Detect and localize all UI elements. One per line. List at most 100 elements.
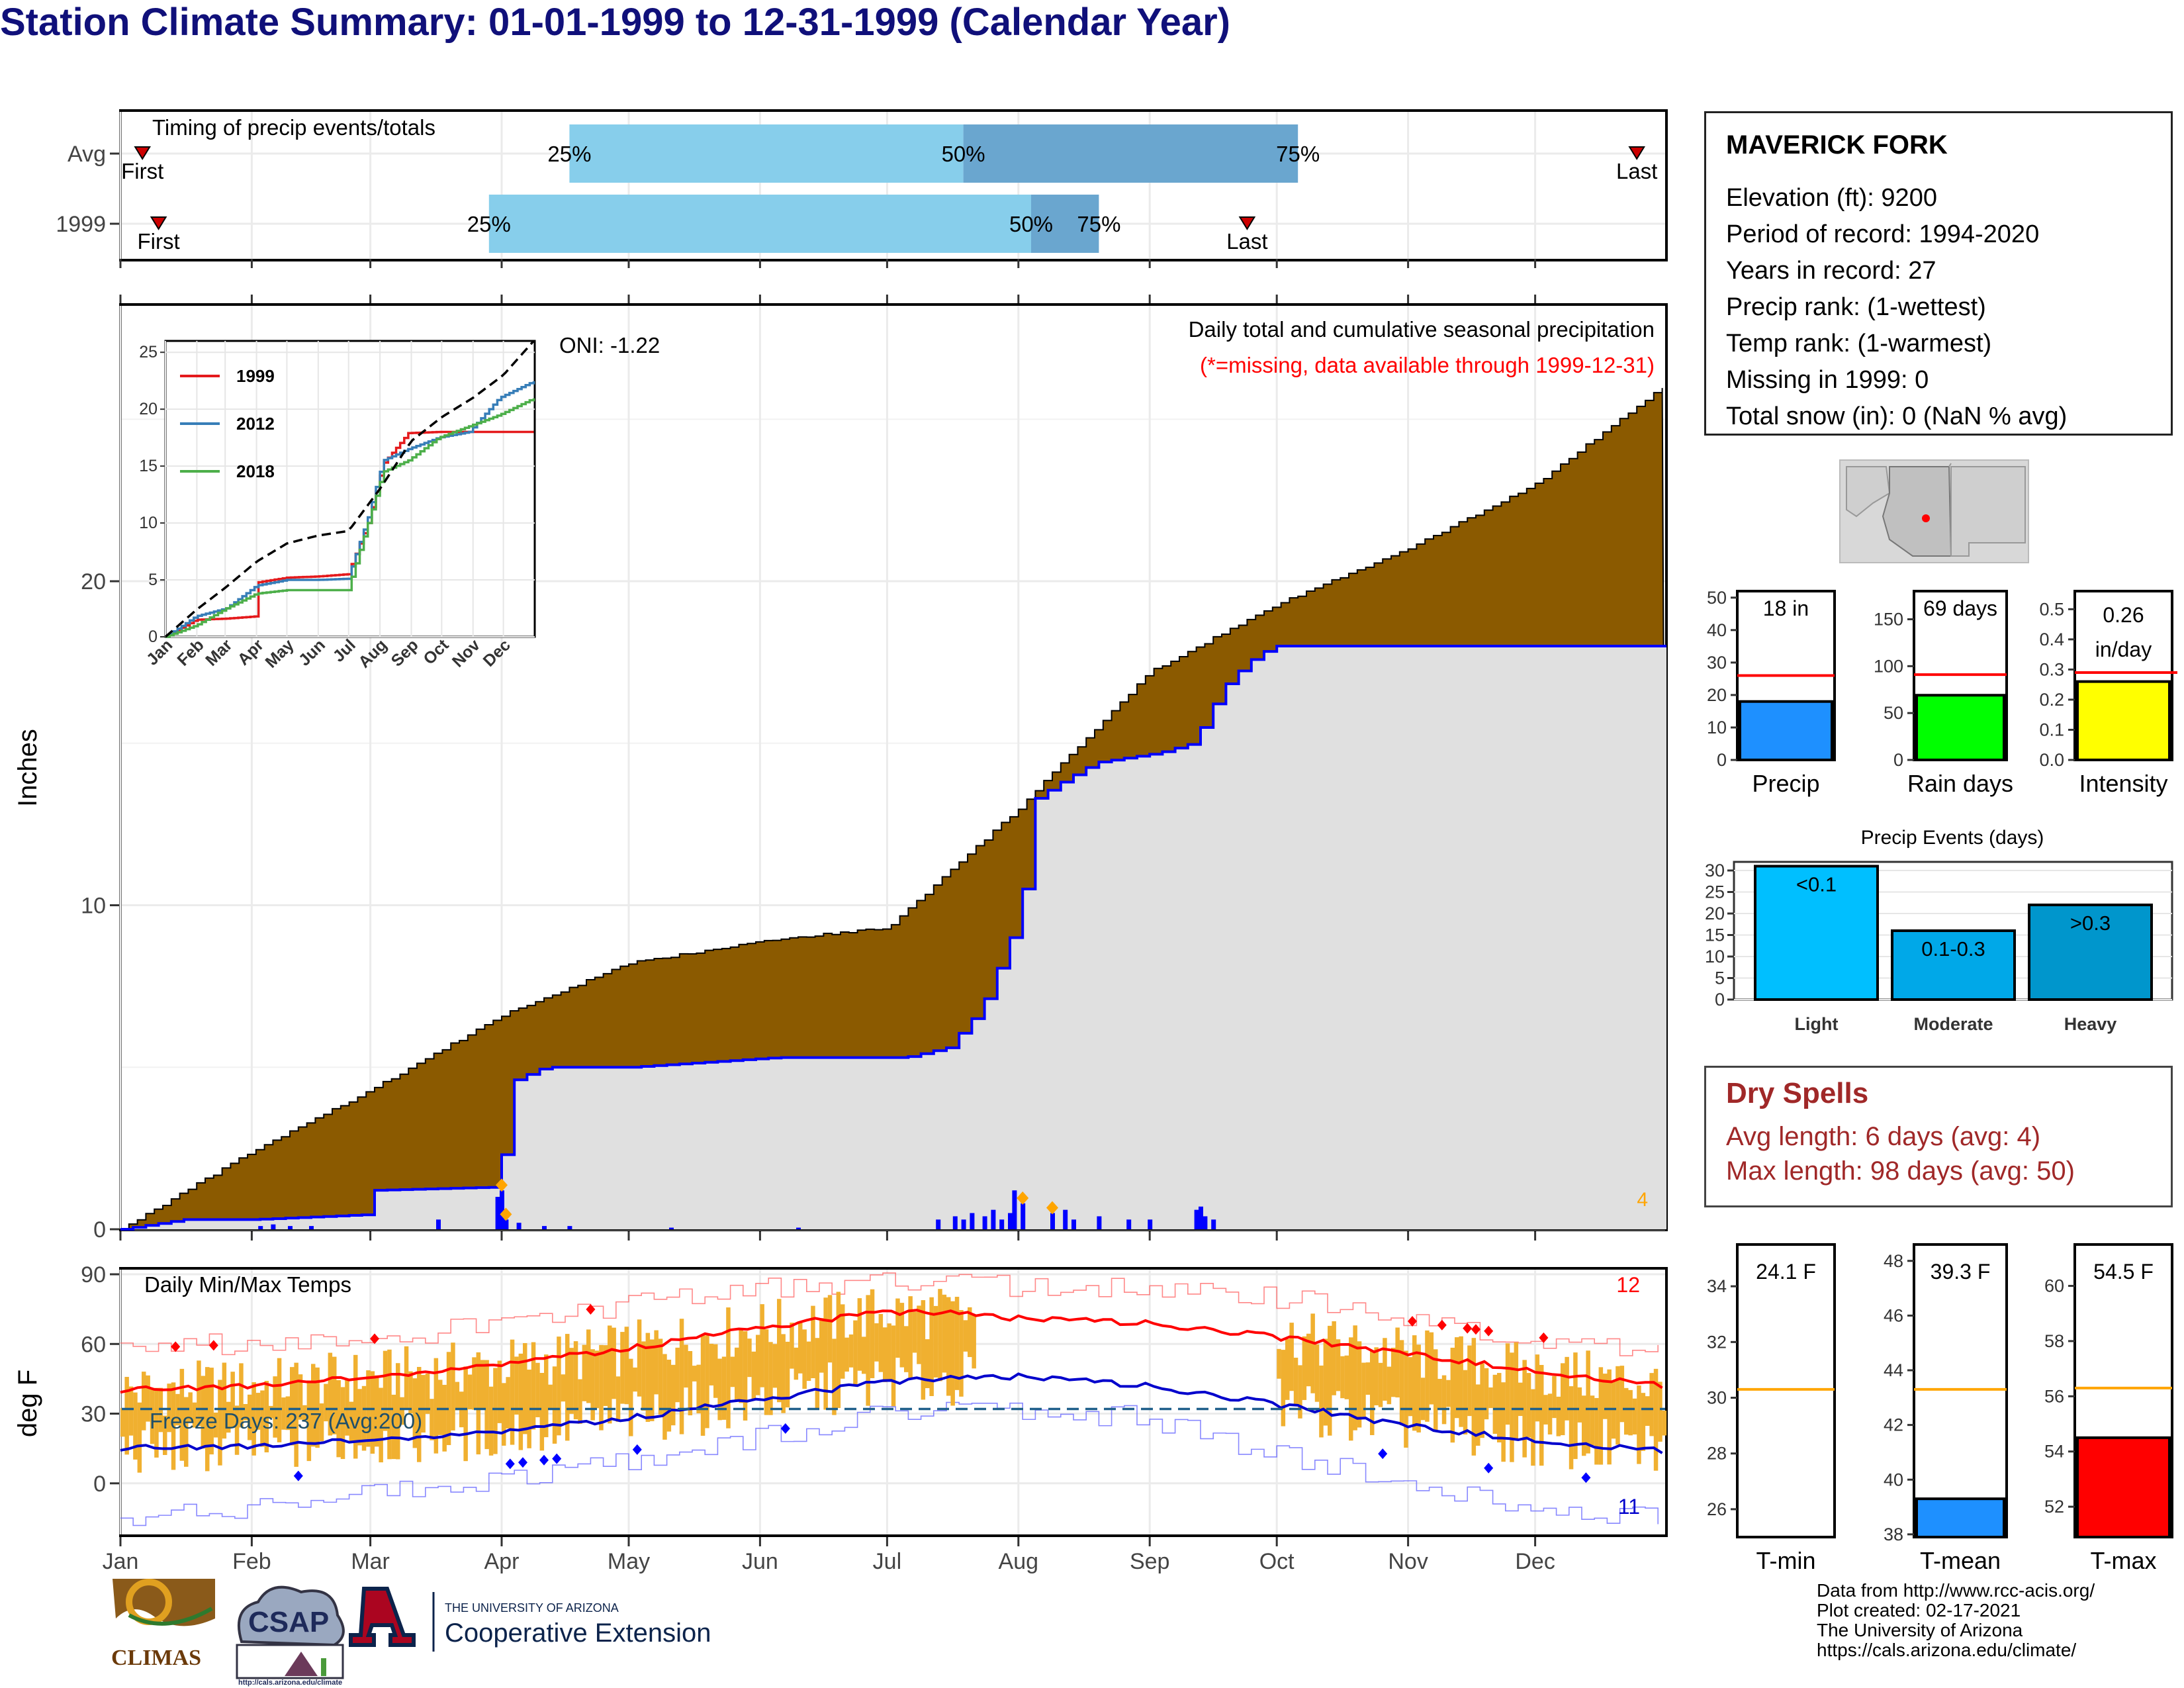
daily-temp-bar bbox=[396, 1363, 400, 1460]
daily-temp-bar bbox=[285, 1396, 291, 1430]
daily-temp-bar bbox=[836, 1291, 841, 1409]
tsum-0-frame bbox=[1736, 1243, 1836, 1538]
daily-temp-bar bbox=[518, 1353, 523, 1450]
daily-temp-bar bbox=[954, 1297, 960, 1390]
daily-temp-bar bbox=[226, 1401, 231, 1433]
daily-temp-bar bbox=[933, 1305, 938, 1378]
daily-temp-bar bbox=[946, 1297, 951, 1396]
ua-line2: Cooperative Extension bbox=[445, 1618, 711, 1648]
summary-1-bar bbox=[1915, 694, 2005, 761]
daily-temp-bar bbox=[853, 1320, 858, 1385]
daily-temp-bar bbox=[781, 1334, 786, 1413]
daily-temp-bar bbox=[248, 1394, 252, 1440]
daily-temp-bar bbox=[1336, 1339, 1341, 1391]
precip-y-tick-label: 20 bbox=[81, 569, 106, 594]
daily-temp-bar bbox=[1285, 1338, 1290, 1400]
summary-1-y-tick-label: 50 bbox=[1884, 703, 1903, 723]
daily-temp-bar bbox=[1543, 1395, 1548, 1425]
daily-temp-bar bbox=[573, 1341, 578, 1420]
events-bar-label: 0.1-0.3 bbox=[1921, 937, 1985, 961]
temp-x-tick-label: May bbox=[608, 1549, 650, 1574]
daily-temp-bar bbox=[1628, 1389, 1633, 1436]
events-bar-label: <0.1 bbox=[1796, 873, 1837, 896]
daily-temp-bar bbox=[700, 1335, 705, 1436]
timing-pct-label: 25% bbox=[467, 212, 511, 236]
daily-temp-bar bbox=[421, 1375, 426, 1433]
daily-temp-bar bbox=[1573, 1352, 1578, 1460]
temp-x-tick-label: Nov bbox=[1388, 1549, 1428, 1574]
daily-record-marker bbox=[496, 1178, 508, 1192]
daily-temp-bar bbox=[620, 1332, 625, 1404]
daily-temp-bar bbox=[823, 1297, 828, 1410]
daily-temp-bar bbox=[243, 1404, 248, 1421]
daily-temp-bar bbox=[857, 1298, 862, 1371]
record-high-marker bbox=[1437, 1319, 1447, 1331]
events-bar bbox=[1754, 865, 1879, 1001]
credit-line: Data from http://www.rcc-acis.org/ bbox=[1817, 1580, 2095, 1601]
daily-temp-bar bbox=[1501, 1382, 1506, 1462]
tsum-2-y-tick-label: 56 bbox=[2044, 1386, 2064, 1406]
daily-temp-bar bbox=[972, 1314, 976, 1369]
daily-temp-bar bbox=[1277, 1348, 1281, 1379]
daily-precip-bar bbox=[952, 1216, 958, 1229]
daily-precip-bar bbox=[1199, 1206, 1203, 1229]
record-high-marker bbox=[1463, 1323, 1473, 1334]
daily-temp-bar bbox=[1552, 1376, 1557, 1419]
events-x-label: Moderate bbox=[1913, 1014, 1993, 1034]
tsum-value-label: 39.3 F bbox=[1931, 1260, 1991, 1284]
summary-2-bar bbox=[2076, 680, 2171, 762]
daily-temp-bar bbox=[417, 1366, 422, 1462]
daily-temp-bar bbox=[848, 1334, 854, 1368]
daily-temp-bar bbox=[1653, 1368, 1659, 1471]
daily-temp-bar bbox=[557, 1336, 561, 1436]
daily-temp-bar bbox=[756, 1335, 760, 1395]
tsum-2-y-tick-label: 58 bbox=[2044, 1331, 2064, 1351]
record-high-marker bbox=[1471, 1324, 1480, 1335]
timing-marker bbox=[1628, 146, 1645, 160]
daily-temp-bar bbox=[1471, 1338, 1477, 1456]
record-low-marker bbox=[632, 1444, 642, 1455]
daily-temp-bar bbox=[641, 1341, 646, 1411]
temp-x-tick-label: Apr bbox=[484, 1549, 520, 1574]
daily-temp-bar bbox=[917, 1305, 921, 1364]
tsum-label: T-min bbox=[1756, 1547, 1816, 1574]
timing-marker bbox=[1238, 216, 1256, 230]
daily-temp-bar bbox=[251, 1382, 256, 1456]
daily-temp-bar bbox=[332, 1356, 337, 1434]
inset-series-line-1999 bbox=[165, 430, 534, 638]
daily-precip-bar bbox=[1008, 1213, 1013, 1229]
inset-legend-label: 2018 bbox=[236, 461, 275, 481]
station-years: Years in record: 27 bbox=[1726, 257, 1936, 285]
daily-temp-bar bbox=[488, 1386, 494, 1456]
daily-temp-bar bbox=[684, 1344, 688, 1388]
daily-temp-bar bbox=[142, 1372, 146, 1430]
daily-temp-bar bbox=[608, 1325, 612, 1424]
daily-temp-bar bbox=[887, 1323, 891, 1382]
station-snow: Total snow (in): 0 (NaN % avg) bbox=[1726, 402, 2068, 430]
daily-precip-bar bbox=[567, 1226, 572, 1229]
events-x-label: Heavy bbox=[2064, 1014, 2117, 1034]
daily-temp-bar bbox=[120, 1408, 125, 1437]
inset-y-tick-label: 10 bbox=[139, 514, 158, 532]
credit-line: Plot created: 02-17-2021 bbox=[1817, 1600, 2021, 1620]
daily-temp-bar bbox=[739, 1329, 743, 1403]
freeze-days-label: Freeze Days: 237 (Avg:200) bbox=[150, 1409, 422, 1433]
daily-precip-bar bbox=[1050, 1213, 1055, 1229]
daily-temp-bar bbox=[904, 1326, 909, 1372]
dry-spells-max: Max length: 98 days (avg: 50) bbox=[1726, 1156, 2075, 1186]
summary-0-y-tick-label: 50 bbox=[1707, 588, 1727, 608]
daily-temp-bar bbox=[679, 1319, 684, 1434]
daily-temp-bar bbox=[1518, 1382, 1523, 1417]
tsum-1-y-tick-label: 44 bbox=[1884, 1360, 1903, 1380]
daily-temp-bar bbox=[862, 1336, 866, 1374]
daily-temp-bar bbox=[1607, 1369, 1612, 1465]
tsum-value-label: 54.5 F bbox=[2093, 1260, 2154, 1284]
daily-temp-bar bbox=[615, 1376, 621, 1422]
daily-temp-bar bbox=[1370, 1350, 1375, 1435]
summary-value-label: in/day bbox=[2095, 637, 2152, 661]
daily-temp-bar bbox=[1522, 1360, 1527, 1458]
daily-temp-bar bbox=[1446, 1380, 1451, 1407]
